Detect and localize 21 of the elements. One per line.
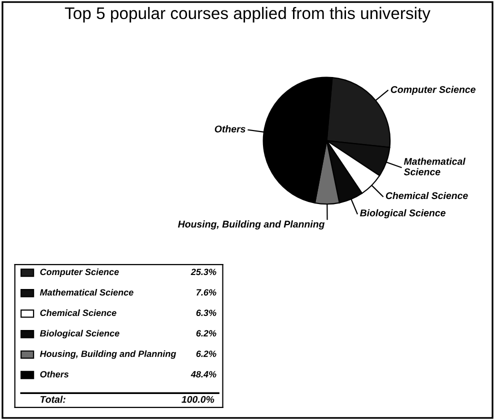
legend-label: Mathematical Science (40, 288, 134, 296)
slice-label: Computer Science (390, 86, 476, 95)
data-label: 6.2% (196, 350, 216, 357)
text: Total: (40, 396, 66, 403)
slice-label: Mathematical Science (404, 158, 466, 176)
slice-label: Chemical Science (386, 192, 468, 200)
legend-label: Computer Science (40, 268, 119, 277)
legend-label: Others (40, 370, 69, 378)
data-label: 6.2% (196, 330, 216, 337)
slice-label: Biological Science (360, 209, 446, 218)
legend-label: Housing, Building and Planning (40, 350, 176, 359)
chart-title: Top 5 popular courses applied from this university (64, 6, 430, 22)
slice-label: Housing, Building and Planning (178, 220, 325, 230)
legend-label: Biological Science (40, 330, 120, 338)
text: 100.0% (182, 396, 214, 403)
slice-label: Others (214, 125, 246, 132)
legend-label: Chemical Science (40, 309, 116, 316)
data-label: 7.6% (196, 289, 216, 296)
data-label: 48.4% (190, 371, 216, 378)
data-label: 6.3% (196, 310, 216, 316)
data-label: 25.3% (190, 268, 216, 276)
